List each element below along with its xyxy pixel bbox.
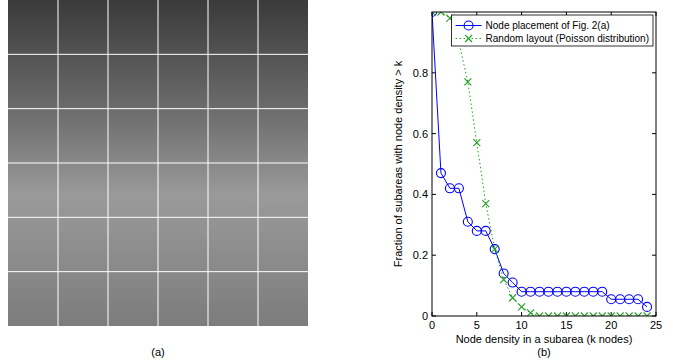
marker-x (491, 246, 498, 253)
marker-x (464, 78, 471, 85)
marker-circle (535, 287, 544, 296)
y-tick (432, 194, 436, 195)
marker-x (608, 313, 615, 317)
marker-circle (571, 287, 580, 296)
y-tick (432, 255, 436, 256)
marker-x (473, 139, 480, 146)
marker-circle (517, 287, 526, 296)
x-axis-title: Node density in a subarea (k nodes) (456, 333, 633, 345)
marker-x (437, 12, 444, 16)
marker-x (482, 200, 489, 207)
marker-circle (432, 12, 437, 17)
data-group (432, 12, 652, 316)
plot-area (432, 12, 656, 316)
marker-circle (463, 217, 472, 226)
marker-x (432, 12, 436, 16)
series-line (432, 12, 647, 316)
marker-x (581, 313, 588, 317)
panel-label: (a) (151, 346, 164, 358)
marker-circle (454, 184, 463, 193)
y-tick (432, 133, 436, 134)
marker-x (563, 313, 570, 317)
figure: (a) 0 5 10 15 20 25 0 0.2 0.4 0.6 0.8 Node density i… (0, 0, 673, 362)
legend-sample-marker (465, 35, 472, 42)
marker-circle (481, 226, 490, 235)
marker-x (518, 303, 525, 310)
y-tick (652, 255, 656, 256)
marker-x (536, 313, 543, 317)
y-tick-label: 0.6 (413, 128, 428, 140)
legend-label: Node placement of Fig. 2(a) (486, 20, 610, 31)
legend-box (452, 15, 653, 46)
x-tick-label: 25 (650, 319, 662, 331)
legend-sample-line (456, 25, 482, 26)
photo-grid-line (8, 163, 308, 164)
plot-frame (432, 12, 656, 316)
x-tick (521, 312, 522, 316)
y-tick (652, 194, 656, 195)
marker-circle (436, 169, 445, 178)
y-tick (652, 133, 656, 134)
marker-circle (598, 287, 607, 296)
marker-circle (580, 287, 589, 296)
marker-circle (544, 287, 553, 296)
marker-x (635, 313, 642, 317)
legend: Node placement of Fig. 2(a) Random layout… (452, 15, 653, 46)
marker-x (626, 313, 633, 317)
marker-x (590, 313, 597, 317)
marker-circle (625, 295, 634, 304)
legend-sample-marker (464, 21, 473, 30)
x-tick (476, 312, 477, 316)
marker-circle (607, 295, 616, 304)
marker-circle (508, 278, 517, 287)
photo-grid-line (258, 0, 259, 326)
series-line (432, 12, 647, 307)
marker-circle (589, 287, 598, 296)
x-tick-label: 10 (515, 319, 527, 331)
photo-grid-line (208, 0, 209, 326)
photo-grid-line (8, 217, 308, 218)
marker-circle (643, 302, 652, 311)
x-tick-label: 15 (560, 319, 572, 331)
marker-x (599, 313, 606, 317)
marker-circle (616, 295, 625, 304)
marker-x (617, 313, 624, 317)
y-tick-label: 0.4 (413, 188, 428, 200)
photo (8, 0, 308, 326)
y-tick (652, 72, 656, 73)
x-tick-label: 20 (605, 319, 617, 331)
y-tick-label: 0 (422, 310, 428, 322)
marker-x (509, 294, 516, 301)
x-tick-label: 0 (429, 319, 435, 331)
y-tick-label: 0.2 (413, 249, 428, 261)
marker-circle (490, 245, 499, 254)
legend-label: Random layout (Poisson distribution) (486, 33, 649, 44)
marker-x (644, 313, 651, 317)
marker-x (545, 313, 552, 317)
panel-label: (b) (537, 346, 550, 358)
marker-x (554, 313, 561, 317)
marker-x (527, 309, 534, 316)
y-tick-label: 0.8 (413, 67, 428, 79)
marker-circle (526, 287, 535, 296)
marker-circle (634, 295, 643, 304)
marker-circle (445, 184, 454, 193)
marker-circle (553, 287, 562, 296)
marker-x (572, 313, 579, 317)
marker-x (500, 276, 507, 283)
x-tick-label: 5 (474, 319, 480, 331)
y-axis-title: Fraction of subareas with node density >… (392, 60, 404, 267)
marker-circle (562, 287, 571, 296)
marker-circle (472, 226, 481, 235)
photo-grid-line (8, 271, 308, 272)
